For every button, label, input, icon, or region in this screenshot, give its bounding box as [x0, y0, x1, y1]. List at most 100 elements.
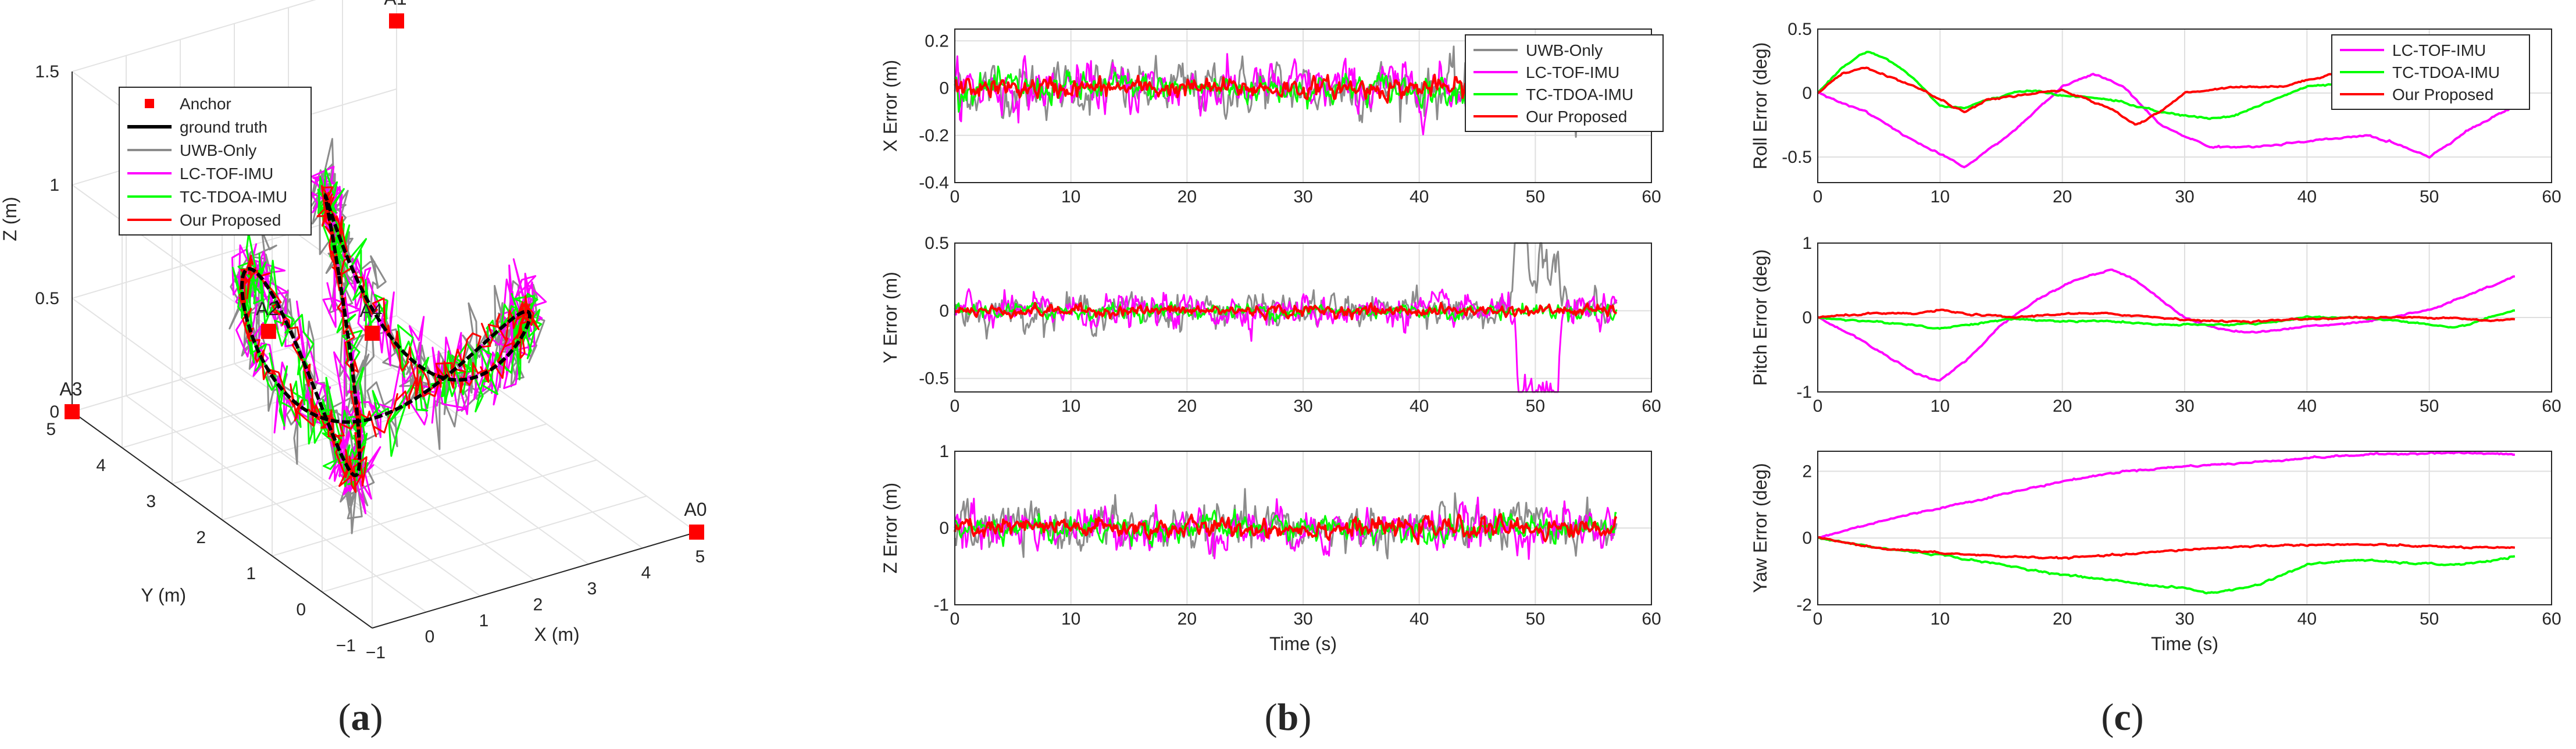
c-panel-0-ylabel: Roll Error (deg): [1750, 42, 1771, 170]
c-panel-0-xtick-3: 30: [2175, 187, 2194, 206]
c-panel-2-ytick-1: 0: [1802, 529, 1812, 548]
b-legend-label-1: LC-TOF-IMU: [1526, 63, 1619, 81]
b-panel-2-frame: [954, 451, 1652, 605]
a-ylabel: Y (m): [141, 584, 186, 605]
b-panel-1-xtick-1: 10: [1061, 397, 1080, 416]
c-panel-1-ytick-1: 0: [1802, 308, 1812, 327]
b-panel-2-xtick-3: 30: [1293, 609, 1312, 629]
b-panel-0-ytick-3: 0.2: [925, 31, 949, 51]
a-zlabel: Z (m): [0, 197, 20, 241]
c-panel-2-ylabel: Yaw Error (deg): [1750, 463, 1771, 593]
b-panel-0-xtick-0: 0: [950, 187, 960, 206]
b-panel-2-xtick-2: 20: [1178, 609, 1197, 629]
c-panel-1-xtick-3: 30: [2175, 397, 2194, 416]
a-anchor-A1: [389, 13, 404, 28]
a-trajectory-ours: [238, 185, 540, 493]
a-ytick-6: 5: [46, 420, 56, 439]
a-xtick-2: 1: [479, 611, 489, 630]
c-legend-label-0: LC-TOF-IMU: [2392, 41, 2486, 59]
panel-b-position-errors: 0 10 20 30 40 50 60-0.4-0.200.2X Error (m)UWB-…: [880, 28, 1664, 654]
caption-a: (a): [338, 696, 383, 739]
c-panel-2-xtick-6: 60: [2542, 609, 2561, 629]
b-panel-0-xtick-4: 40: [1410, 187, 1429, 206]
a-anchor-A2: [261, 323, 276, 339]
a-anchor-label-A2: A2: [256, 298, 279, 319]
a-ytick-3: 2: [196, 528, 206, 547]
c-panel-0-ytick-1: 0: [1802, 84, 1812, 103]
a-legend-label-3: LC-TOF-IMU: [180, 165, 273, 183]
a-ytick-5: 4: [96, 456, 106, 475]
c-panel-0-xtick-1: 10: [1931, 187, 1950, 206]
b-panel-2-xtick-6: 60: [1642, 609, 1661, 629]
c-legend-box: [2331, 34, 2530, 110]
a-anchor-A0: [689, 525, 704, 540]
b-panel-2-xtick-1: 10: [1061, 609, 1080, 629]
a-ztick-3: 1.5: [35, 62, 59, 81]
c-panel-1-xtick-2: 20: [2053, 397, 2072, 416]
c-panel-2-xtick-0: 0: [1813, 609, 1823, 629]
c-panel-0-frame: [1817, 28, 2552, 183]
a-xtick-4: 3: [587, 579, 597, 598]
a-xaxis-line: [372, 532, 697, 629]
a-legend-label-5: Our Proposed: [180, 211, 281, 229]
b-legend-label-3: Our Proposed: [1526, 108, 1627, 126]
c-panel-1-xtick-1: 10: [1931, 397, 1950, 416]
a-anchor-label-A4: A4: [359, 300, 382, 321]
b-panel-0: 0 10 20 30 40 50 60 -0.4 -0.2 0 0.2 X Error (m) UWB-…: [880, 28, 1664, 206]
c-panel-1-xtick-5: 50: [2420, 397, 2439, 416]
c-panel-2-frame: [1817, 451, 2552, 605]
b-panel-1-xtick-5: 50: [1526, 397, 1545, 416]
b-panel-2-ylabel: Z Error (m): [880, 483, 901, 573]
c-panel-1-xtick-4: 40: [2297, 397, 2317, 416]
a-legend-label-2: UWB-Only: [180, 141, 256, 159]
b-panel-2-ytick-0: -1: [933, 595, 949, 615]
a-legend-label-4: TC-TDOA-IMU: [180, 188, 287, 206]
b-panel-0-ytick-2: 0: [939, 79, 949, 98]
b-panel-0-xtick-6: 60: [1642, 187, 1661, 206]
b-panel-1-ytick-0: -0.5: [919, 369, 949, 388]
a-anchor-label-A1: A1: [384, 0, 406, 9]
a-floor-ygrid-3: [222, 423, 547, 520]
c-panel-1-ytick-2: 1: [1802, 234, 1812, 253]
b-panel-1-xtick-3: 30: [1293, 397, 1312, 416]
a-xtick-5: 4: [641, 563, 651, 583]
b-panel-1-xtick-6: 60: [1642, 397, 1661, 416]
c-panel-1-series-2: [1817, 308, 2516, 324]
c-panel-0-ytick-0: -0.5: [1782, 148, 1812, 167]
b-panel-2-xtick-5: 50: [1526, 609, 1545, 629]
a-legend-swatch-0: [145, 99, 154, 108]
caption-b-letter: b: [1278, 696, 1299, 739]
c-panel-2-series-1: [1817, 536, 2516, 595]
c-panel-0-xtick-4: 40: [2297, 187, 2317, 206]
a-anchor-A3: [65, 404, 80, 419]
c-panel-2-xtick-1: 10: [1931, 609, 1950, 629]
c-panel-2-series-2: [1817, 536, 2516, 560]
c-panel-2-ytick-2: 2: [1802, 462, 1812, 481]
b-xlabel: Time (s): [1269, 633, 1337, 654]
b-panel-1-ytick-2: 0.5: [925, 234, 949, 253]
b-panel-0-ytick-0: -0.4: [919, 173, 949, 192]
c-legend-label-2: Our Proposed: [2392, 85, 2493, 104]
a-floor-xgrid-6: [396, 315, 697, 533]
a-legend-box: [119, 87, 312, 236]
a-anchor-A4: [365, 326, 380, 341]
b-panel-0-xtick-1: 10: [1061, 187, 1080, 206]
a-anchor-label-A3: A3: [59, 379, 82, 400]
c-panel-0-series-0: [1817, 73, 2516, 169]
b-panel-2-xtick-4: 40: [1410, 609, 1429, 629]
b-panel-1-xtick-0: 0: [950, 397, 960, 416]
a-xtick-1: 0: [425, 627, 435, 647]
b-panel-1-xtick-4: 40: [1410, 397, 1429, 416]
a-ztick-2: 1: [49, 176, 59, 195]
b-legend-label-2: TC-TDOA-IMU: [1526, 85, 1633, 104]
c-panel-1-ylabel: Pitch Error (deg): [1750, 249, 1771, 386]
a-anchor-label-A0: A0: [684, 499, 707, 520]
c-legend-label-1: TC-TDOA-IMU: [2392, 63, 2500, 81]
a-yaxis-line: [72, 411, 373, 629]
c-panel-2-series-0: [1817, 451, 2516, 540]
c-panel-0-xtick-2: 20: [2053, 187, 2072, 206]
caption-c-letter: c: [2114, 696, 2131, 739]
c-panel-1-xtick-0: 0: [1813, 397, 1823, 416]
c-panel-2-xtick-3: 30: [2175, 609, 2194, 629]
